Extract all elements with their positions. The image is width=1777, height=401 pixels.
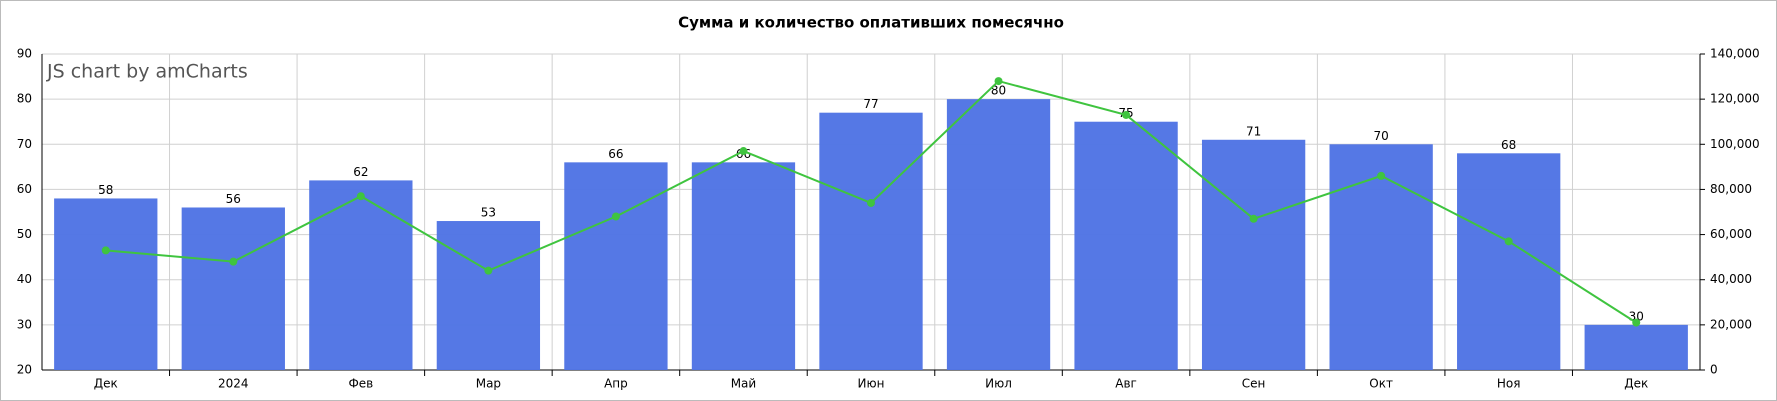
bar-value-label: 80 (991, 84, 1006, 98)
y2-tick-label: 40,000 (1710, 272, 1752, 286)
bar (436, 221, 541, 370)
line-point (229, 257, 238, 266)
bar (309, 180, 413, 370)
line-point (867, 198, 875, 207)
line-point (484, 266, 493, 275)
bar (564, 162, 668, 370)
bar-value-label: 58 (98, 183, 113, 197)
bar (1584, 324, 1688, 370)
line-point (739, 147, 748, 156)
line-point (1377, 171, 1386, 180)
line-point (1122, 110, 1131, 119)
y2-tick-label: 20,000 (1710, 317, 1752, 331)
y-tick-label: 30 (17, 317, 32, 331)
chart-title: Сумма и количество оплативших помесячно (678, 14, 1064, 32)
x-tick-label: Ноя (1497, 377, 1521, 391)
bar-value-label: 77 (863, 97, 878, 111)
y-tick-label: 20 (17, 363, 32, 377)
line-point (1632, 318, 1641, 327)
bar (1329, 144, 1433, 370)
x-tick-label: Июл (985, 377, 1012, 391)
x-tick-label: Авг (1115, 377, 1137, 391)
bar (181, 207, 285, 370)
line-point (101, 246, 110, 255)
line-point (1504, 237, 1513, 246)
bar (819, 112, 923, 370)
y-tick-label: 60 (17, 182, 32, 196)
bar-value-label: 71 (1246, 124, 1261, 138)
bar-value-label: 68 (1501, 138, 1516, 152)
x-tick-label: 2024 (218, 377, 249, 391)
y-tick-label: 90 (17, 47, 32, 61)
y2-tick-label: 0 (1710, 363, 1718, 377)
line-point (356, 192, 365, 201)
x-tick-label: Дек (1624, 377, 1648, 391)
line-point (611, 212, 620, 221)
x-tick-label: Мар (476, 377, 501, 391)
x-tick-label: Окт (1369, 377, 1393, 391)
y2-tick-label: 80,000 (1710, 182, 1752, 196)
y2-tick-label: 140,000 (1710, 47, 1760, 61)
y2-tick-label: 120,000 (1710, 92, 1760, 106)
bar (1457, 153, 1561, 370)
y2-tick-label: 100,000 (1710, 137, 1760, 151)
bar-value-label: 70 (1374, 129, 1389, 143)
line-point (1249, 214, 1258, 223)
bar (1074, 121, 1178, 370)
bar (54, 198, 158, 370)
y-tick-label: 40 (17, 272, 32, 286)
y-tick-label: 70 (17, 137, 32, 151)
bar-value-label: 53 (481, 206, 496, 220)
x-tick-label: Май (731, 377, 757, 391)
bar-value-label: 56 (226, 192, 241, 206)
bar (946, 99, 1051, 371)
bar-value-label: 66 (608, 147, 623, 161)
y-tick-label: 50 (17, 227, 32, 241)
bar (691, 162, 796, 370)
x-tick-label: Июн (858, 377, 885, 391)
x-tick-label: Сен (1242, 377, 1266, 391)
y-tick-label: 80 (17, 92, 32, 106)
x-tick-label: Фев (348, 377, 373, 391)
line-point (994, 77, 1003, 86)
watermark: JS chart by amCharts (46, 61, 248, 83)
bar (1201, 139, 1306, 370)
bar-value-label: 62 (353, 165, 368, 179)
x-tick-label: Апр (604, 377, 628, 391)
y2-tick-label: 60,000 (1710, 227, 1752, 241)
x-tick-label: Дек (94, 377, 118, 391)
